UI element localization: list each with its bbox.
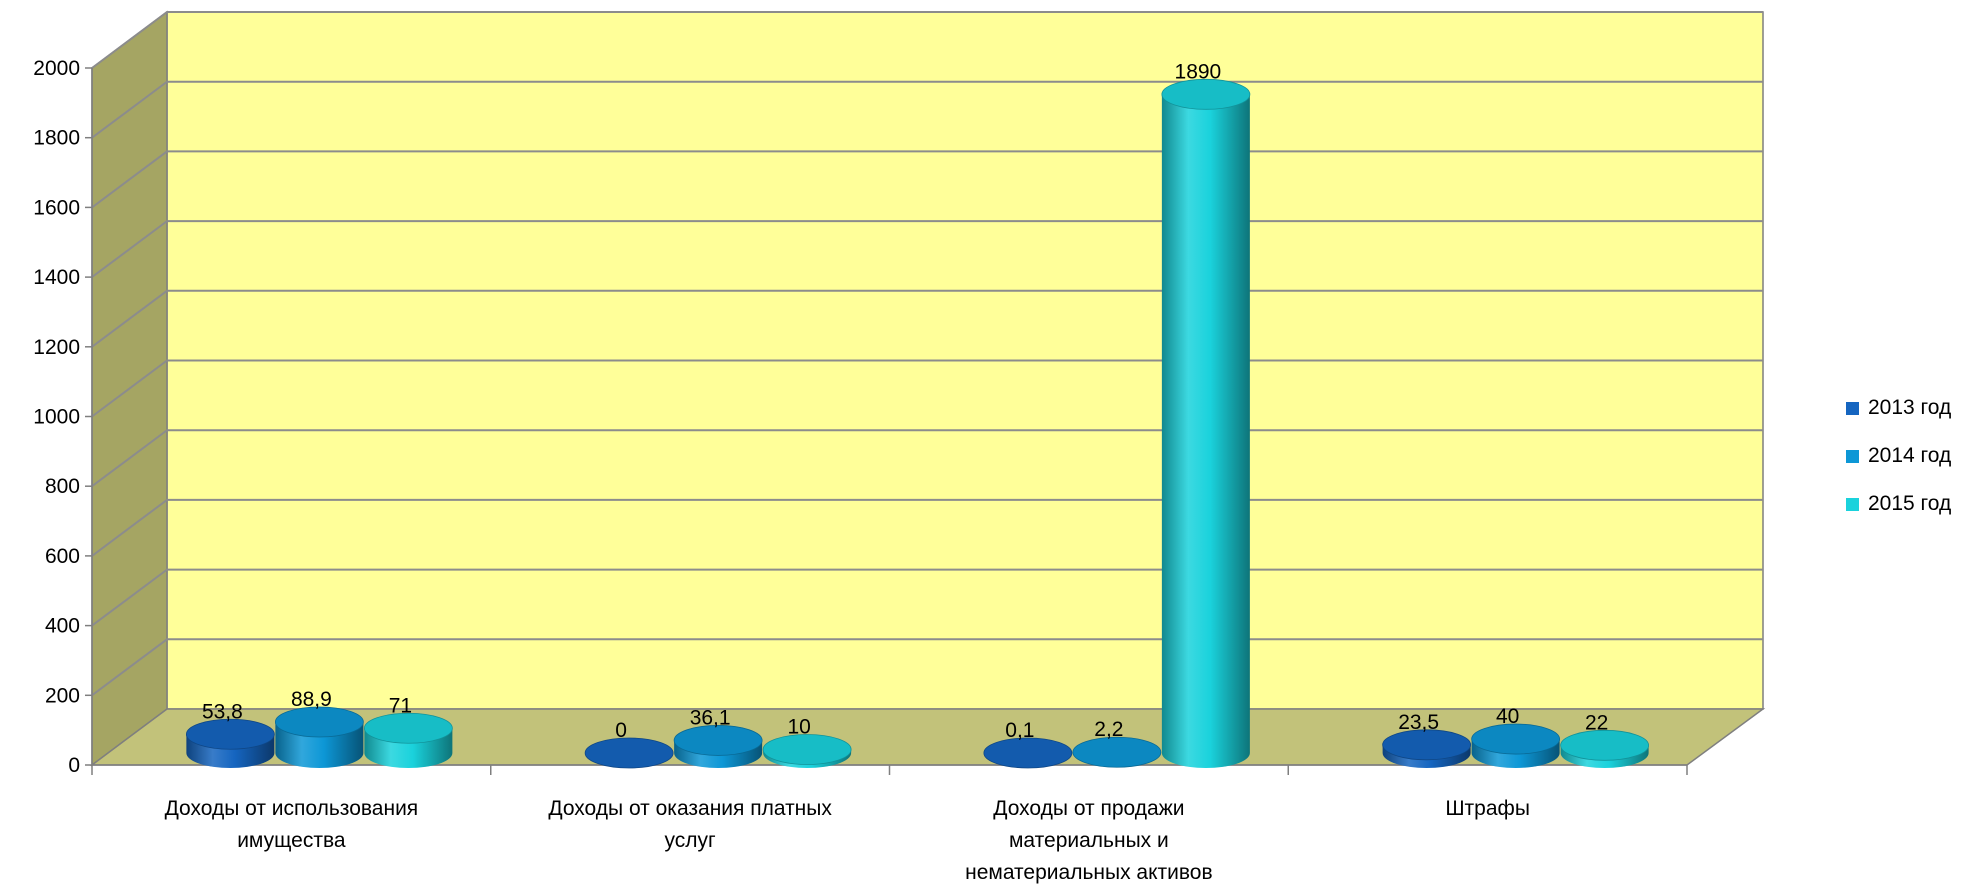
data-label: 23,5: [1398, 711, 1439, 734]
x-tick-label-line: услуг: [665, 829, 717, 852]
x-tick-label: Штрафы: [1445, 797, 1530, 820]
data-label: 0,1: [1005, 719, 1034, 742]
data-label: 2,2: [1094, 718, 1123, 741]
x-tick-label-line: Доходы от использования: [165, 797, 419, 820]
y-tick-label: 1000: [33, 406, 80, 429]
data-label: 10: [787, 716, 810, 739]
bar-2-2: [673, 725, 763, 768]
bar-3-4: [1560, 729, 1650, 768]
data-label: 1890: [1175, 60, 1222, 83]
x-tick-label: Доходы от оказания платных услуг: [548, 797, 832, 852]
data-label: 88,9: [291, 688, 332, 711]
bar-top: [185, 718, 275, 750]
bar-top: [274, 706, 364, 738]
x-tick-label-line: Доходы от продажи: [993, 797, 1184, 820]
legend-label: 2014 год: [1868, 444, 1952, 467]
x-tick-label-line: нематериальных активов: [965, 861, 1213, 884]
data-labels: 53,8 88,9 71 0 36,1 10 0,1 2,2 1890 23,5 40 22: [202, 60, 1608, 742]
bar-top: [584, 737, 674, 769]
bar-top: [1382, 729, 1472, 761]
legend-swatch: [1846, 497, 1859, 511]
legend-swatch: [1846, 401, 1859, 415]
bar-1-3: [983, 737, 1073, 769]
x-tick-label: Доходы от использования имущества: [165, 797, 419, 852]
bar-top: [1072, 736, 1162, 768]
legend: 2013 год 2014 год 2015 год: [1846, 384, 1951, 528]
x-tick-label-line: имущества: [237, 829, 346, 852]
y-tick-label: 1400: [33, 266, 80, 289]
y-tick-label: 200: [45, 684, 80, 707]
x-tick-label: Доходы от продажи материальных и нематериа…: [965, 797, 1213, 884]
bar-2-3: [1072, 736, 1162, 768]
data-label: 36,1: [690, 706, 731, 729]
bars: [185, 78, 1650, 769]
legend-swatch: [1846, 449, 1859, 463]
legend-item: 2015 год: [1846, 480, 1951, 528]
bar-top: [673, 725, 763, 756]
bar-top: [1471, 723, 1561, 755]
legend-label: 2015 год: [1868, 492, 1952, 515]
bar-top: [363, 712, 453, 744]
x-tick-label-line: Штрафы: [1445, 797, 1530, 820]
bar-3-2: [762, 734, 852, 768]
legend-label: 2013 год: [1868, 396, 1952, 419]
chart-walls: [89, 10, 1766, 767]
data-label: 71: [389, 694, 412, 717]
bar-2-1: [274, 706, 364, 768]
bar-1-2: [584, 737, 674, 769]
x-tick-label-line: Доходы от оказания платных: [548, 797, 832, 820]
y-axis: 0 200 400 600 800 1000 1200 1400 1600 1800 2000: [33, 57, 93, 777]
legend-item: 2014 год: [1846, 432, 1951, 480]
y-tick-label: 1200: [33, 336, 80, 359]
y-tick-label: 400: [45, 615, 80, 638]
legend-item: 2013 год: [1846, 384, 1951, 432]
bar-3-1: [363, 712, 453, 768]
y-tick-label: 0: [68, 754, 80, 777]
data-label: 0: [615, 719, 627, 742]
y-tick-label: 600: [45, 545, 80, 568]
y-tick-label: 1800: [33, 127, 80, 150]
data-label: 53,8: [202, 700, 243, 723]
y-tick-label: 800: [45, 475, 80, 498]
bar-1-4: [1382, 729, 1472, 768]
bar-body: [1161, 94, 1250, 768]
data-label: 40: [1496, 705, 1519, 728]
y-tick-label: 1600: [33, 196, 80, 219]
bar-1-1: [185, 718, 275, 768]
bar-3-3: [1161, 78, 1251, 768]
y-tick-label: 2000: [33, 57, 80, 80]
bar-top: [1161, 78, 1251, 110]
x-tick-label-line: материальных и: [1009, 829, 1169, 852]
bar-2-4: [1471, 723, 1561, 768]
bar-top: [762, 734, 852, 765]
gridline: [91, 11, 1763, 69]
bar-top: [983, 737, 1073, 769]
bar-top: [1560, 729, 1650, 761]
data-label: 22: [1585, 711, 1608, 734]
